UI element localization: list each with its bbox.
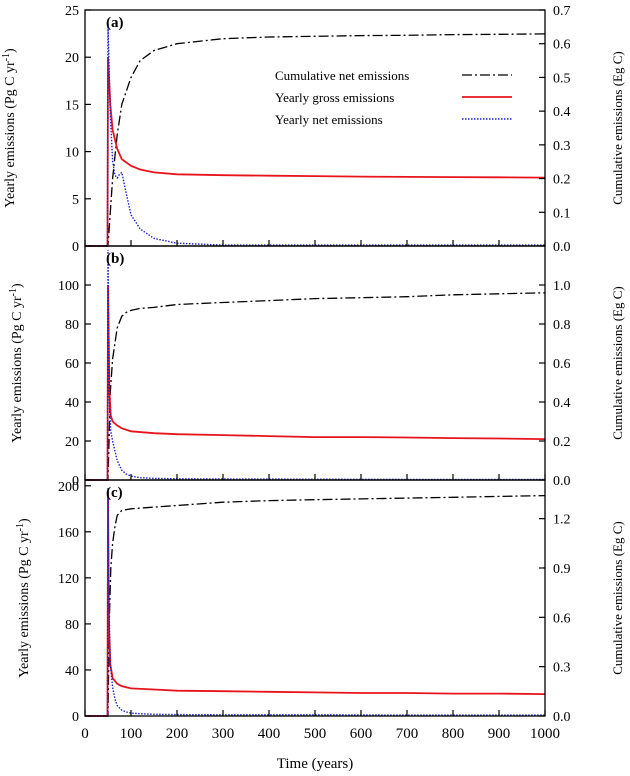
legend: Cumulative net emissions Yearly gross emi…: [275, 68, 512, 127]
panel-label: (b): [106, 251, 124, 267]
plot-frame: [84, 9, 546, 247]
y-axis-title: Yearly emissions (Pg C yr-1): [8, 283, 26, 443]
y2-tick-label: 0.2: [553, 173, 571, 188]
y2-tick-label: 0.6: [553, 611, 571, 626]
y-tick-label: 80: [65, 318, 79, 333]
y-tick-label: 60: [65, 357, 79, 372]
legend-label: Cumulative net emissions: [275, 68, 409, 83]
y2-tick-label: 0.7: [553, 4, 571, 19]
series-line-yearly-gross: [85, 57, 546, 247]
y2-tick-label: 0.3: [553, 139, 571, 154]
y-tick-label: 0: [72, 474, 79, 489]
x-tick-label: 800: [442, 726, 465, 742]
y2-tick-label: 0.1: [553, 206, 571, 221]
series-line-yearly-net: [85, 488, 545, 717]
series-line-yearly-gross: [85, 491, 546, 717]
y2-tick-label: 0.0: [553, 474, 571, 489]
series-line-cumulative-net: [85, 494, 546, 717]
plot-frame: [84, 479, 546, 717]
y-tick-label: 10: [65, 146, 79, 161]
y2-tick-label: 1.0: [553, 279, 571, 294]
y2-tick-label: 0.4: [553, 396, 571, 411]
y2-tick-label: 0.9: [553, 562, 571, 577]
x-tick-label: 0: [81, 726, 89, 742]
y2-tick-label: 0.6: [553, 357, 571, 372]
x-axis-title: Time (years): [277, 756, 354, 772]
panel-label: (c): [106, 485, 123, 501]
x-tick-label: 500: [304, 726, 327, 742]
x-tick-label: 200: [166, 726, 189, 742]
y2-tick-label: 0.3: [553, 661, 571, 676]
y-tick-label: 20: [65, 435, 79, 450]
series-line-yearly-net: [85, 249, 545, 481]
x-tick-label: 700: [396, 726, 419, 742]
x-tick-label: 300: [212, 726, 235, 742]
x-tick-label: 1000: [530, 726, 560, 742]
series-line-cumulative-net: [85, 33, 546, 247]
y-tick-label: 15: [65, 98, 79, 113]
panel-1: 0 5 10 15 20 25 0.0 0.1 0.2 0.3 0.4 0.5 0.6 0.7 (a) Yea…: [1, 4, 626, 255]
legend-label: Yearly net emissions: [275, 112, 383, 127]
y-tick-label: 40: [65, 396, 79, 411]
y-tick-label: 25: [65, 4, 79, 19]
y2-axis-title: Cumulative emissions (Eg C): [610, 521, 625, 674]
y-tick-label: 0: [72, 710, 79, 725]
y2-tick-label: 0.6: [553, 38, 571, 53]
y2-tick-label: 0.0: [553, 240, 571, 255]
plot-frame: [84, 245, 546, 481]
y-tick-label: 20: [65, 51, 79, 66]
y2-tick-label: 0.0: [553, 710, 571, 725]
series-line-yearly-net: [85, 24, 545, 247]
y2-tick-label: 0.8: [553, 318, 571, 333]
y-axis-title: Yearly emissions (Pg C yr-1): [1, 48, 19, 208]
legend-label: Yearly gross emissions: [275, 90, 394, 105]
y2-axis-title: Cumulative emissions (Eg C): [610, 51, 625, 204]
panel-label: (a): [106, 15, 124, 31]
y-axis-title: Yearly emissions (Pg C yr-1): [15, 518, 33, 678]
y-tick-label: 200: [58, 480, 79, 495]
series-line-yearly-gross: [85, 284, 546, 481]
y-tick-label: 80: [65, 618, 79, 633]
x-tick-label: 400: [258, 726, 281, 742]
x-tick-label: 600: [350, 726, 373, 742]
x-tick-label: 100: [120, 726, 143, 742]
y-tick-label: 0: [72, 240, 79, 255]
y2-tick-label: 0.2: [553, 435, 571, 450]
y2-tick-label: 1.2: [553, 513, 571, 528]
panel-2: 0 20 40 60 80 100 0.0 0.2 0.4 0.6 0.8 1.0 (b) Yearly …: [8, 245, 625, 489]
x-tick-label: 900: [488, 726, 511, 742]
y2-tick-label: 0.4: [553, 105, 571, 120]
series-line-cumulative-net: [85, 292, 546, 481]
y-tick-label: 5: [72, 193, 79, 208]
y2-tick-label: 0.5: [553, 71, 571, 86]
y-tick-label: 40: [65, 664, 79, 679]
y2-axis-title: Cumulative emissions (Eg C): [610, 286, 625, 439]
y-tick-label: 160: [58, 526, 79, 541]
panel-3: 0 40 80 120 160 200 0.0 0.3 0.6 0.9 1.2 (c) Yearly e…: [15, 479, 625, 742]
y-tick-label: 120: [58, 572, 79, 587]
y-tick-label: 100: [58, 279, 79, 294]
